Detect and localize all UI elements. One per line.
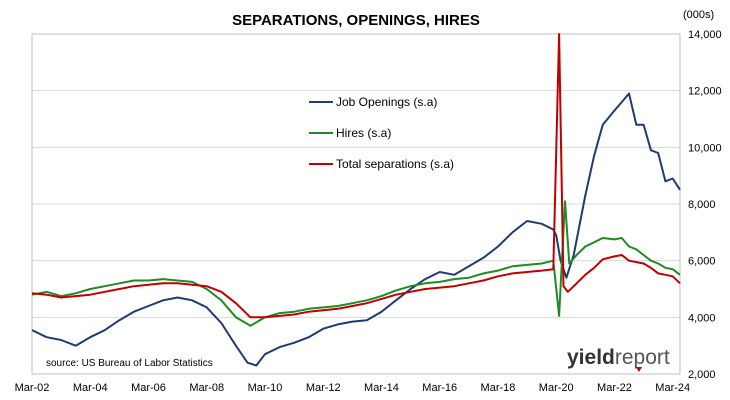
legend-label-hires: Hires (s.a) xyxy=(336,126,391,140)
legend-label-total-separations: Total separations (s.a) xyxy=(336,157,454,171)
source-note: source: US Bureau of Labor Statistics xyxy=(46,358,213,369)
y-tick-label: 12,000 xyxy=(688,86,722,98)
x-tick-label: Mar-18 xyxy=(481,382,516,394)
logo-triangle-mark xyxy=(636,367,642,372)
x-axis-ticks: Mar-02 Mar-04 Mar-06 Mar-08 Mar-10 Mar-12 Mar-… xyxy=(15,382,691,394)
x-tick-label: Mar-02 xyxy=(15,382,50,394)
x-tick-label: Mar-22 xyxy=(597,382,632,394)
logo-text: yieldreport xyxy=(567,346,670,369)
logo-text-report: report xyxy=(615,346,670,369)
legend-label-job-openings: Job Openings (s.a) xyxy=(336,95,437,109)
x-tick-label: Mar-12 xyxy=(306,382,341,394)
series-lines xyxy=(31,33,681,367)
series-line-job-openings xyxy=(31,92,681,367)
y-tick-label: 8,000 xyxy=(688,199,716,211)
x-tick-label: Mar-16 xyxy=(422,382,457,394)
series-line-hires xyxy=(31,200,681,327)
chart-title: SEPARATIONS, OPENINGS, HIRES xyxy=(232,12,480,29)
x-tick-label: Mar-24 xyxy=(655,382,690,394)
x-tick-label: Mar-10 xyxy=(248,382,283,394)
x-tick-label: Mar-06 xyxy=(131,382,166,394)
y-axis-unit-label: (000s) xyxy=(683,9,714,21)
y-tick-label: 2,000 xyxy=(688,369,716,381)
x-tick-label: Mar-20 xyxy=(539,382,574,394)
logo-text-yield: yield xyxy=(567,346,615,369)
yieldreport-logo: yieldreport xyxy=(567,346,670,372)
x-tick-label: Mar-08 xyxy=(189,382,224,394)
x-tick-label: Mar-14 xyxy=(364,382,399,394)
legend: Job Openings (s.a) Hires (s.a) Total sep… xyxy=(309,95,454,171)
y-tick-label: 4,000 xyxy=(688,312,716,324)
y-tick-label: 6,000 xyxy=(688,256,716,268)
y-tick-label: 14,000 xyxy=(688,29,722,41)
series-line-total-separations xyxy=(31,33,681,319)
y-axis-ticks: 2,000 4,000 6,000 8,000 10,000 12,000 14,000 xyxy=(688,29,722,381)
x-tick-label: Mar-04 xyxy=(73,382,108,394)
y-tick-label: 10,000 xyxy=(688,142,722,154)
plot-area-border xyxy=(31,33,681,375)
